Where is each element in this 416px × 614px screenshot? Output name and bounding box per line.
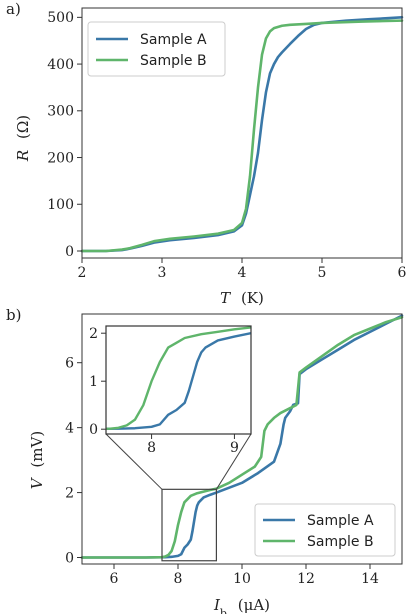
inset-ytick-label: 2 bbox=[89, 326, 98, 342]
inset-background bbox=[106, 326, 251, 434]
panel-b-legend-label-b: Sample B bbox=[307, 534, 374, 550]
panel-b-xtick-label: 6 bbox=[110, 571, 119, 587]
panel-a-ytick-label: 300 bbox=[47, 104, 74, 120]
panel-b-ylabel-unit: (mV) bbox=[28, 431, 46, 468]
panel-a-ylabel-unit: (Ω) bbox=[14, 115, 32, 139]
panel-a-ytick-label: 200 bbox=[47, 150, 74, 166]
panel-b-legend-box bbox=[254, 503, 396, 557]
panel-b-ytick-label: 6 bbox=[65, 356, 74, 372]
panel-a: a) 2 3 4 5 6 0 100 200 300 400 500 T (K) R (Ω) Sam… bbox=[6, 0, 407, 307]
panel-a-label: a) bbox=[6, 0, 21, 18]
panel-b-ytick-label: 4 bbox=[65, 421, 74, 437]
zoom-connector-left bbox=[105, 433, 163, 490]
panel-a-series bbox=[80, 16, 404, 253]
inset-ticks: 8 9 0 1 2 bbox=[89, 326, 239, 456]
inset-ytick-label: 0 bbox=[89, 422, 98, 438]
panel-b-legend-label-a: Sample A bbox=[307, 513, 374, 529]
inset-xtick-label: 8 bbox=[147, 440, 156, 456]
inset-series bbox=[106, 326, 251, 431]
zoom-connector-right bbox=[215, 433, 252, 490]
panel-a-ytick-label: 0 bbox=[65, 244, 74, 260]
panel-b-series-sample-b-line bbox=[80, 315, 404, 559]
panel-b-xlabel-sub: b bbox=[220, 607, 227, 614]
panel-a-legend-label-a: Sample A bbox=[140, 32, 207, 48]
panel-b-ylabel: V (mV) bbox=[28, 431, 46, 489]
panel-b-xlabel: Ib (μA) bbox=[213, 596, 270, 614]
panel-b-legend: Sample A Sample B bbox=[254, 503, 396, 557]
panel-a-legend-label-b: Sample B bbox=[140, 53, 207, 69]
panel-a-legend-box bbox=[87, 21, 226, 77]
panel-b-ylabel-var: V bbox=[28, 476, 46, 489]
panel-b-xtick-label: 14 bbox=[361, 571, 379, 587]
panel-a-ticks: 2 3 4 5 6 0 100 200 300 400 500 bbox=[47, 10, 406, 281]
inset-series-sample-a-line bbox=[106, 331, 251, 431]
inset-series-sample-b-line bbox=[106, 326, 251, 430]
panel-b-xtick-label: 8 bbox=[174, 571, 183, 587]
panel-a-series-sample-b-line bbox=[80, 19, 404, 253]
panel-a-xtick-label: 3 bbox=[158, 265, 167, 281]
panel-b-zoom-indicator bbox=[105, 433, 252, 562]
panel-b-ytick-label: 2 bbox=[65, 485, 74, 501]
zoom-rectangle bbox=[161, 488, 218, 562]
panel-b-label: b) bbox=[6, 306, 21, 324]
panel-b-xlabel-var: I bbox=[213, 596, 221, 614]
panel-a-ylabel: R (Ω) bbox=[14, 115, 32, 162]
panel-a-xtick-label: 6 bbox=[398, 265, 407, 281]
panel-a-xlabel: T (K) bbox=[220, 289, 264, 307]
panel-b-xtick-label: 10 bbox=[233, 571, 251, 587]
panel-a-xtick-label: 2 bbox=[78, 265, 87, 281]
panel-a-ytick-label: 100 bbox=[47, 197, 74, 213]
panel-a-ytick-label: 400 bbox=[47, 57, 74, 73]
panel-a-xtick-label: 4 bbox=[238, 265, 247, 281]
inset-xtick-label: 9 bbox=[230, 440, 239, 456]
inset-ytick-label: 1 bbox=[89, 374, 98, 390]
panel-a-xlabel-var: T bbox=[220, 289, 231, 307]
panel-b-xlabel-unit: (μA) bbox=[238, 596, 270, 614]
panel-b-ytick-label: 0 bbox=[65, 550, 74, 566]
panel-a-legend: Sample A Sample B bbox=[87, 21, 226, 77]
panel-a-xtick-label: 5 bbox=[318, 265, 327, 281]
inset-frame bbox=[105, 325, 252, 435]
panel-b-inset: 8 9 0 1 2 bbox=[89, 325, 252, 456]
panel-a-xlabel-unit: (K) bbox=[241, 289, 264, 307]
panel-a-ylabel-var: R bbox=[14, 150, 32, 162]
panel-a-ytick-label: 500 bbox=[47, 10, 74, 26]
panel-b-xtick-label: 12 bbox=[297, 571, 315, 587]
